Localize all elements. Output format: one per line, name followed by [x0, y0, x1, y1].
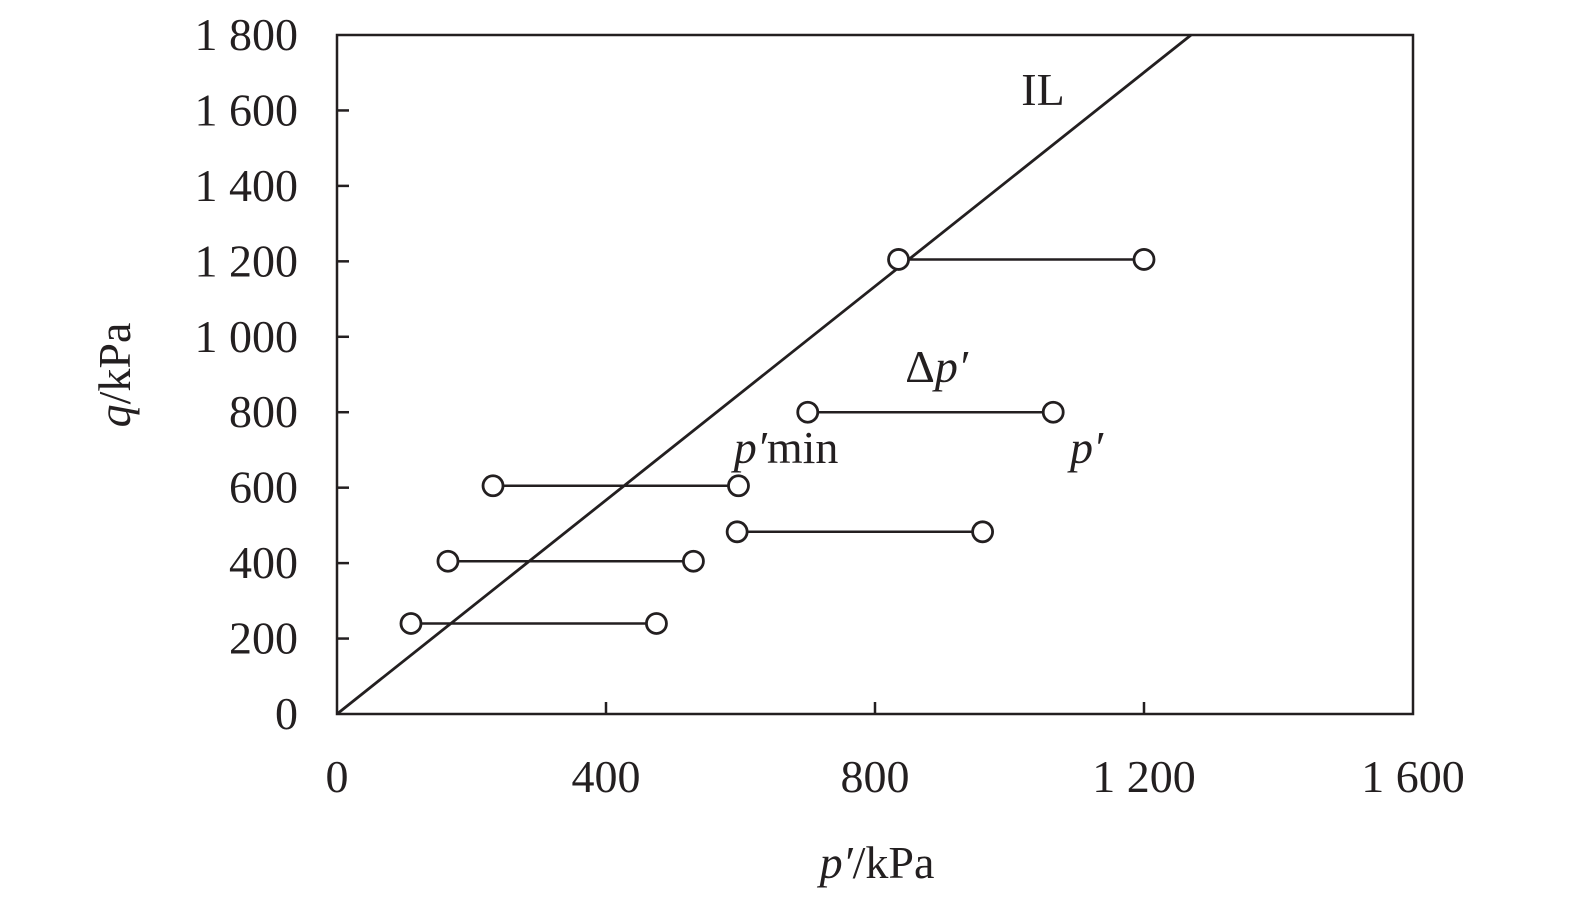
y-tick-label: 1 800	[195, 9, 299, 60]
y-tick-label: 1 200	[195, 235, 299, 286]
point-p	[1041, 400, 1065, 424]
point-p	[1132, 248, 1156, 271]
y-tick-label: 1 600	[195, 84, 299, 135]
y-axis: 0 200 400 600 800 1 000 1 200 1 400 1 600 1 800	[195, 9, 349, 739]
point-p-min	[796, 400, 820, 424]
point-p-min	[725, 520, 749, 544]
plot-frame	[335, 33, 1415, 716]
point-p-min	[436, 549, 460, 573]
annotations: Δp′ p′min p′	[731, 341, 1104, 473]
y-tick-label: 1 400	[195, 160, 299, 211]
y-tick-label: 600	[229, 462, 298, 513]
point-p-min	[399, 612, 423, 635]
isotropic-line: IL	[336, 33, 1192, 716]
point-p	[682, 549, 705, 573]
point-p-min	[481, 474, 505, 498]
il-label: IL	[1021, 64, 1064, 115]
y-tick-label: 0	[275, 688, 298, 739]
y-tick-label: 200	[229, 613, 298, 664]
point-p-min	[887, 248, 910, 271]
y-tick-label: 400	[229, 537, 298, 588]
annotation-p: p′	[1067, 422, 1104, 473]
il-line	[336, 33, 1192, 716]
y-tick-label: 800	[229, 386, 298, 437]
y-tick-label: 1 000	[195, 311, 299, 362]
point-p	[971, 520, 994, 544]
annotation-dp: Δp′	[905, 341, 969, 392]
point-p	[727, 474, 750, 498]
y-axis-title: q/kPa	[89, 323, 140, 428]
x-tick-label: 1 200	[1092, 751, 1196, 802]
x-axis: 0 400 800 1 200 1 600	[326, 702, 1465, 802]
x-tick-label: 400	[572, 751, 641, 802]
x-tick-label: 0	[326, 751, 349, 802]
x-axis-title: p′/kPa	[817, 837, 935, 888]
x-tick-label: 1 600	[1361, 751, 1465, 802]
data-segments	[399, 248, 1156, 635]
x-tick-label: 800	[841, 751, 910, 802]
point-p	[645, 612, 668, 635]
annotation-pmin: p′min	[731, 422, 839, 473]
